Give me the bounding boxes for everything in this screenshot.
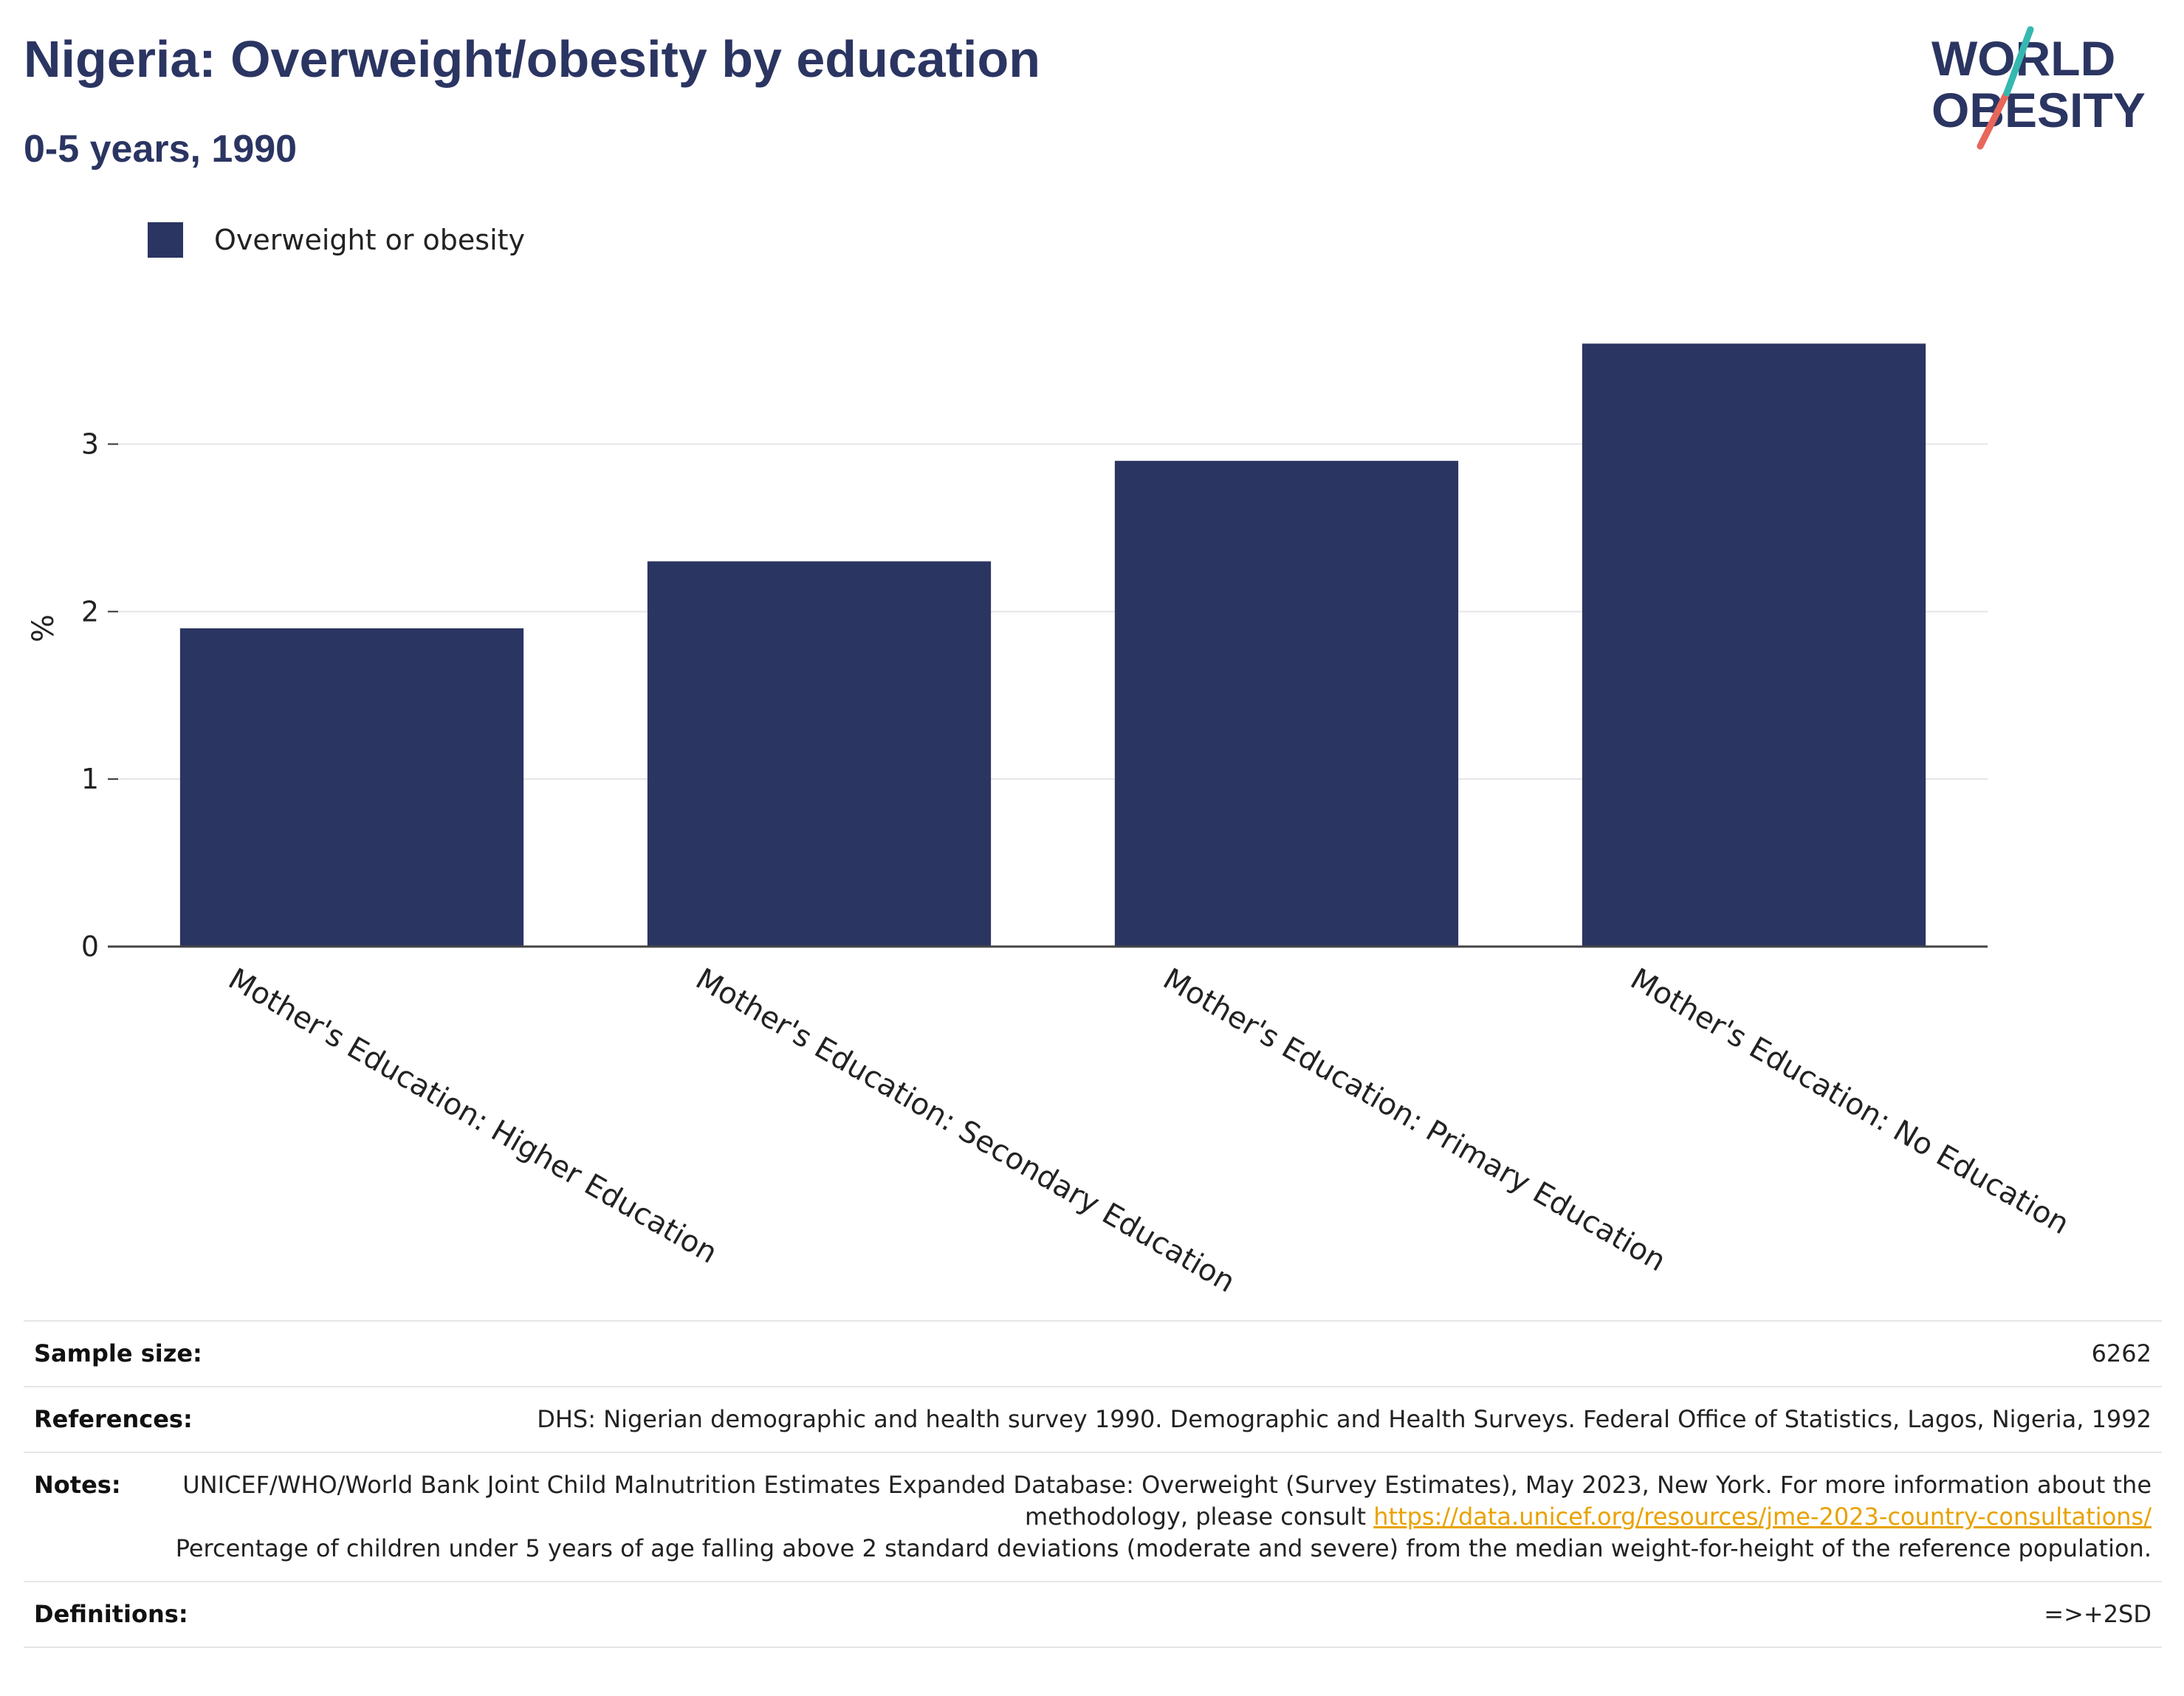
definitions-row: Definitions: =>+2SD <box>24 1581 2162 1648</box>
y-tick-label: 2 <box>81 595 99 628</box>
x-tick-label: Mother's Education: Primary Education <box>1158 962 1672 1279</box>
definitions-label: Definitions: <box>34 1600 188 1628</box>
world-obesity-logo: WORLD OBESITY <box>1931 26 2146 150</box>
bar <box>1114 461 1459 947</box>
page-title: Nigeria: Overweight/obesity by education <box>24 30 1040 88</box>
references-label: References: <box>34 1405 193 1433</box>
legend-label: Overweight or obesity <box>214 224 526 256</box>
references-value: DHS: Nigerian demographic and health sur… <box>537 1405 2152 1433</box>
sample-size-value: 6262 <box>2091 1339 2152 1367</box>
x-tick-label: Mother's Education: Higher Education <box>223 962 724 1271</box>
sample-size-label: Sample size: <box>34 1339 202 1367</box>
notes-label: Notes: <box>34 1471 121 1499</box>
info-table: Sample size: 6262 References: DHS: Niger… <box>24 1320 2162 1648</box>
notes-row: Notes: UNICEF/WHO/World Bank Joint Child… <box>24 1452 2162 1581</box>
x-tick-label: Mother's Education: No Education <box>1625 962 2075 1241</box>
bar-chart: 0 1 2 3% Mother's Education: Higher Educatio… <box>27 343 2075 1300</box>
y-tick-label: 3 <box>81 428 99 460</box>
bar <box>1582 343 1926 947</box>
svg-text:OBESITY: OBESITY <box>1931 83 2146 137</box>
notes-text: UNICEF/WHO/World Bank Joint Child Malnut… <box>182 1471 2152 1531</box>
references-row: References: DHS: Nigerian demographic an… <box>24 1386 2162 1452</box>
notes-value: UNICEF/WHO/World Bank Joint Child Malnut… <box>151 1469 2152 1565</box>
notes-definition-text: Percentage of children under 5 years of … <box>175 1534 2152 1562</box>
page-subtitle: 0-5 years, 1990 <box>24 128 298 171</box>
bar <box>179 628 524 947</box>
y-tick-label: 1 <box>81 763 99 795</box>
methodology-link[interactable]: https://data.unicef.org/resources/jme-20… <box>1373 1503 2152 1531</box>
definitions-value: =>+2SD <box>2044 1600 2152 1628</box>
legend-swatch <box>148 222 183 258</box>
sample-size-row: Sample size: 6262 <box>24 1320 2162 1386</box>
y-axis-label: % <box>27 614 61 642</box>
bar <box>647 561 992 947</box>
chart-legend: Overweight or obesity <box>148 218 525 262</box>
y-tick-label: 0 <box>81 930 99 963</box>
x-tick-label: Mother's Education: Secondary Education <box>690 962 1241 1300</box>
